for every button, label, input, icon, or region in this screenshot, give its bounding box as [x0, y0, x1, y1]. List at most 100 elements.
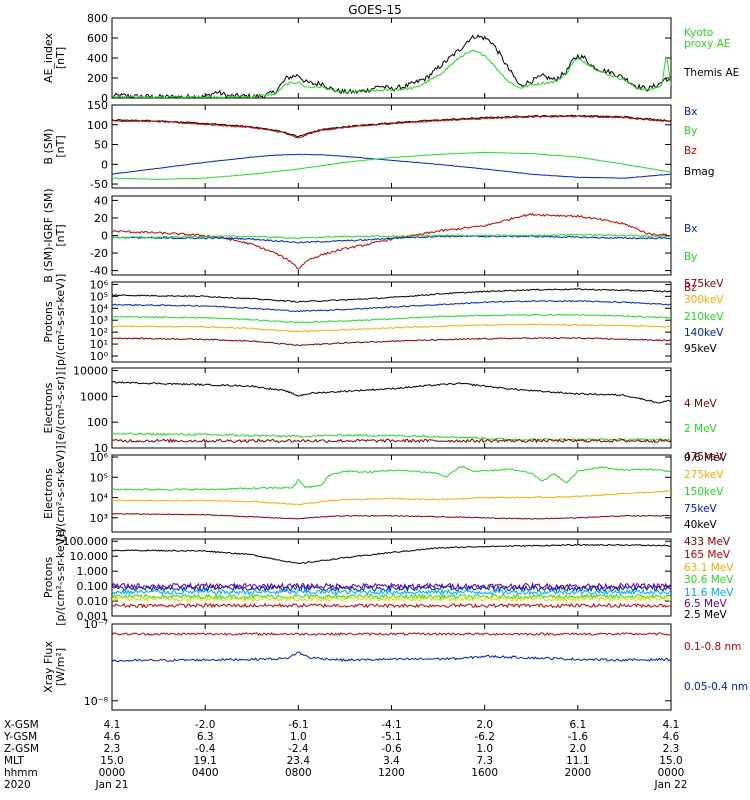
y-tick-label: 10⁻⁸	[84, 695, 109, 708]
y-tick-label: -40	[90, 265, 108, 278]
legend-entry: 475keV	[684, 451, 724, 463]
series-line	[112, 543, 671, 565]
y-tick-label: 800	[87, 12, 108, 25]
x-axis-cell: -0.4	[195, 743, 216, 755]
x-axis-cell: 4.6	[104, 731, 121, 743]
panel-frame	[111, 17, 672, 99]
x-axis-cell: 15.0	[100, 755, 123, 767]
y-tick-label: 10³	[90, 512, 108, 525]
series-line	[112, 115, 671, 139]
y-tick-label: 10³	[90, 314, 108, 327]
x-axis-row-label: Y-GSM	[3, 731, 37, 743]
x-axis-cell: 15.0	[659, 755, 682, 767]
y-axis-label: [e/(cm²-s-sr)]	[54, 372, 67, 445]
legend-entry: Bz	[684, 145, 697, 157]
panel-frame	[111, 281, 672, 363]
series-line	[112, 233, 671, 240]
series-line	[112, 512, 671, 520]
y-axis-label: [e/(cm²-s-sr-keV)]	[54, 445, 67, 541]
y-tick-label: 10⁴	[90, 302, 109, 315]
y-tick-label: 40	[94, 194, 108, 207]
legend-entry: 300keV	[684, 294, 724, 306]
x-axis-cell: 0000	[99, 767, 126, 779]
y-axis-label: Xray Flux	[42, 641, 55, 693]
series-line	[112, 490, 671, 506]
legend-entry: 75keV	[684, 503, 718, 515]
y-tick-label: 10⁵	[90, 290, 108, 303]
x-axis-row-label: X-GSM	[4, 719, 39, 731]
y-axis-label: Protons	[42, 301, 55, 342]
y-axis-label: AE_index	[42, 32, 55, 83]
y-tick-label: 0	[101, 158, 108, 171]
legend-entry: 6.5 MeV	[684, 598, 728, 610]
y-tick-label: -20	[90, 247, 108, 260]
legend-entry: Themis AE	[683, 67, 739, 79]
x-axis-cell: 3.4	[383, 755, 400, 767]
y-axis-label: [nT]	[54, 135, 67, 157]
x-axis-cell: 2.3	[104, 743, 121, 755]
legend-entry: 275keV	[684, 469, 724, 481]
x-axis-cell: -2.0	[195, 719, 216, 731]
legend-entry: By	[684, 125, 697, 137]
x-axis-cell: 1.0	[290, 731, 307, 743]
y-tick-label: 0.001	[77, 610, 109, 623]
legend-entry: 0.6 MeV	[684, 452, 728, 464]
x-axis-cell: -1.6	[568, 731, 589, 743]
x-axis-cell: 6.1	[569, 719, 586, 731]
legend-entry: 2 MeV	[684, 423, 718, 435]
series-line	[112, 212, 671, 270]
legend-entry: 40keV	[684, 519, 718, 531]
y-axis-label: [W/m²]	[54, 648, 67, 686]
y-tick-label: 10⁵	[90, 471, 108, 484]
series-line	[112, 235, 671, 244]
series-line	[112, 299, 671, 313]
y-tick-label: 10¹	[90, 338, 108, 351]
series-line	[112, 151, 671, 180]
legend-entry: Kyoto	[684, 27, 713, 39]
series-line	[112, 323, 671, 333]
x-axis-cell: 23.4	[287, 755, 311, 767]
y-tick-label: 100.000	[63, 535, 109, 548]
x-axis-cell: 4.1	[663, 719, 680, 731]
series-line	[112, 114, 671, 138]
y-tick-label: 0	[101, 92, 108, 105]
x-axis-cell: -6.1	[288, 719, 309, 731]
x-axis-cell: -2.4	[288, 743, 309, 755]
x-axis-cell: 0800	[285, 767, 312, 779]
y-axis-label: Protons	[42, 557, 55, 598]
y-tick-label: 400	[87, 52, 108, 65]
panel-bsm: 150 100 50 0 -50 B (SM) [nT] Bx By Bz Bmag	[42, 99, 715, 191]
x-axis-row-label: Z-GSM	[4, 743, 39, 755]
y-tick-label: 50	[94, 139, 108, 152]
legend-entry: By	[684, 251, 697, 263]
x-axis-table: X-GSM 4.1 -2.0 -6.1 -4.1 2.0 6.1 4.1 Y-GSM 4.6 6.3…	[3, 719, 687, 791]
legend-entry: Bmag	[684, 166, 715, 178]
legend-entry: 165 MeV	[684, 549, 731, 561]
series-line	[112, 288, 671, 303]
x-axis-cell: 1200	[378, 767, 405, 779]
x-axis-row-label: MLT	[4, 755, 24, 767]
legend-entry: 0.1-0.8 nm	[684, 641, 741, 653]
x-axis-cell: -4.1	[381, 719, 402, 731]
x-axis-cell: 2.0	[476, 719, 493, 731]
legend-entry: 0.05-0.4 nm	[684, 681, 748, 693]
y-tick-label: 10⁴	[90, 492, 109, 505]
x-axis-cell: 2.3	[663, 743, 680, 755]
series-line	[112, 465, 671, 491]
legend-entry: 140keV	[684, 327, 724, 339]
y-tick-label: 10⁰	[90, 350, 109, 363]
y-axis-label: [p/(cm²-s-sr-keV)]	[54, 529, 67, 626]
y-tick-label: 10000	[73, 365, 108, 378]
panel-electrons_low: 10⁶ 10⁵ 10⁴ 10³ Electrons [e/(cm²-s-sr-keV)] 4…	[42, 445, 724, 541]
x-axis-row-label: hhmm	[4, 767, 38, 779]
y-tick-label: 10²	[90, 326, 108, 339]
x-axis-cell: -6.2	[474, 731, 495, 743]
series-line	[112, 34, 671, 98]
y-tick-label: 100	[87, 416, 108, 429]
series-line	[112, 588, 671, 596]
y-axis-label: B (SM)-IGRF (SM)	[42, 188, 55, 282]
panel-frame	[111, 195, 672, 276]
